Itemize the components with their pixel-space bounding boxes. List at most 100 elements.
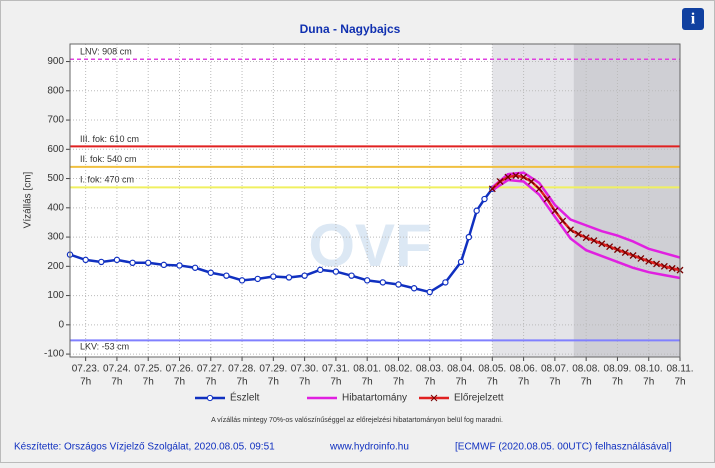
footer-site: www.hydroinfo.hu [329,442,409,453]
x-tick-label: 07.28. [228,364,256,375]
marker [512,172,520,180]
marker [465,233,473,241]
marker [637,254,645,262]
marker [543,195,551,203]
x-tick-hour: 7h [80,377,91,388]
x-tick-label: 07.25. [134,364,162,375]
marker [301,272,308,279]
info-button[interactable] [682,8,704,30]
marker [653,260,660,268]
marker [559,217,567,225]
x-tick-hour: 7h [643,377,654,388]
threshold-label: II. fok: 540 cm [80,154,137,164]
forecast-shade [573,44,680,357]
legend-label: Hibatartomány [342,393,407,404]
threshold-label: III. fok: 610 cm [80,134,139,144]
marker [285,274,293,281]
marker [527,178,535,185]
legend-label: Előrejelzett [454,393,504,404]
chart-title: Duna - Nagybajcs [300,22,401,36]
y-tick-label: 400 [47,202,64,213]
marker [621,249,629,257]
y-tick-label: 900 [47,56,64,67]
threshold-label: LNV: 908 cm [80,47,132,57]
plot-border [69,43,681,358]
note: A vízállás mintegy 70%-os valószínűségge… [211,417,503,424]
y-tick-label: -100 [44,349,64,360]
marker [129,259,136,267]
x-tick-label: 08.03. [416,364,444,375]
marker [82,256,89,264]
x-tick-hour: 7h [111,377,122,388]
x-tick-label: 08.04. [447,364,475,375]
marker [332,268,340,275]
x-tick-hour: 7h [205,377,216,388]
marker [442,279,449,286]
marker [207,269,214,276]
x-tick-hour: 7h [393,377,404,388]
threshold-label: LKV: -53 cm [80,342,129,352]
marker [113,256,121,264]
marker [668,264,676,272]
marker [348,272,355,279]
forecast-shade [492,44,574,357]
marker [496,178,504,185]
marker [160,261,168,269]
marker [613,246,621,254]
y-tick-label: 600 [47,144,64,155]
marker [98,258,105,266]
marker [488,185,496,193]
x-tick-label: 08.08. [572,364,600,375]
x-tick-label: 07.31. [322,364,350,375]
x-tick-label: 08.06. [510,364,538,375]
marker [582,234,590,242]
x-tick-hour: 7h [236,377,247,388]
x-tick-label: 08.01. [353,364,381,375]
marker [223,272,230,279]
info-icon[interactable]: i [691,11,696,28]
x-tick-hour: 7h [487,377,498,388]
marker [317,266,324,274]
marker [176,262,183,269]
y-tick-label: 200 [47,261,64,272]
x-tick-hour: 7h [362,377,373,388]
x-tick-label: 08.07. [541,364,569,375]
x-tick-label: 08.09. [604,364,632,375]
x-tick-hour: 7h [674,377,685,388]
y-tick-label: 700 [47,115,64,126]
x-tick-label: 08.11. [666,364,693,375]
x-tick-label: 07.29. [259,364,287,375]
x-tick-label: 07.23. [72,364,100,375]
marker [606,243,614,251]
x-tick-hour: 7h [299,377,310,388]
marker [567,226,574,234]
marker [473,207,480,214]
watermark: OVF [308,212,431,279]
legend-label: Észlelt [230,391,260,404]
band-lower-line [491,178,681,280]
legend-marker [430,394,438,402]
marker [481,195,488,203]
marker [426,288,433,296]
y-tick-label: 0 [58,319,64,330]
marker [379,279,387,286]
x-tick-hour: 7h [518,377,529,388]
x-tick-label: 07.30. [291,364,319,375]
marker [457,258,465,266]
x-tick-hour: 7h [455,377,466,388]
marker [504,173,512,181]
x-tick-hour: 7h [268,377,279,388]
marker [395,281,402,288]
x-tick-label: 08.05. [478,364,506,375]
x-tick-hour: 7h [174,377,185,388]
marker [520,173,528,181]
legend-marker [206,394,214,402]
marker [660,262,668,270]
y-tick-label: 100 [47,290,64,301]
series-line [491,171,681,259]
marker [238,277,246,284]
marker [598,240,606,248]
footer-source: [ECMWF (2020.08.05. 00UTC) felhasználásá… [455,442,672,453]
y-tick-label: 300 [47,232,64,243]
